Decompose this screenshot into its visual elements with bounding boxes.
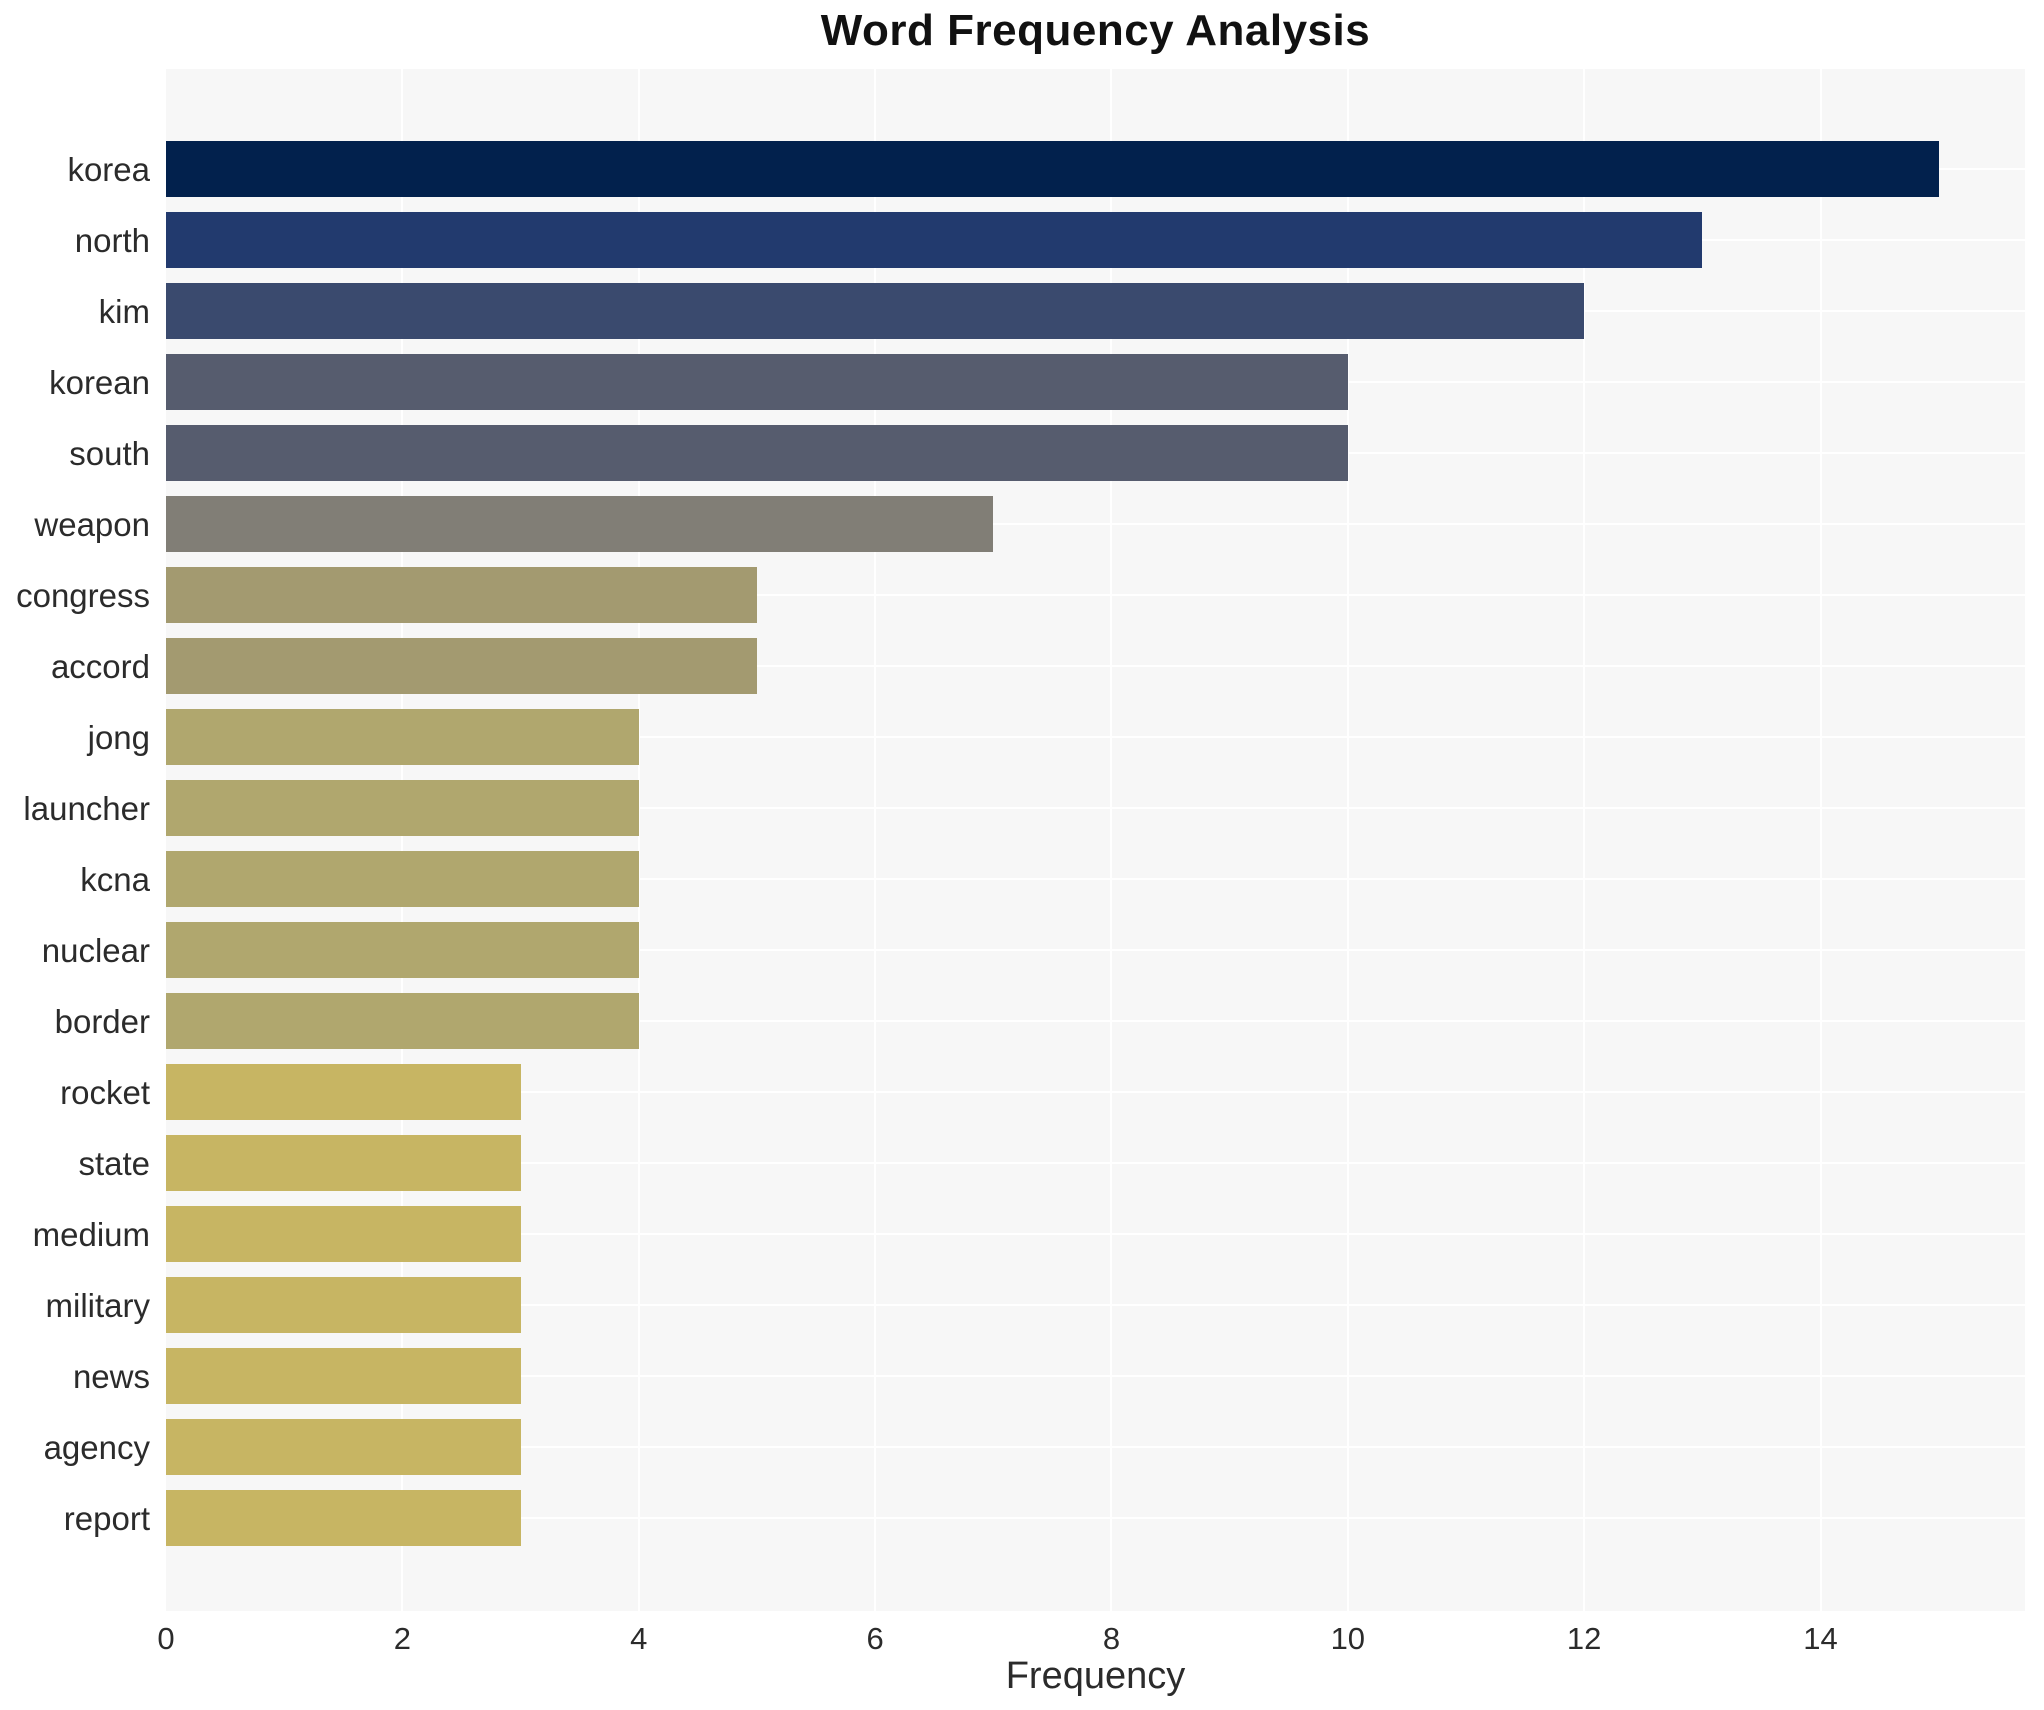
gridline-horizontal bbox=[166, 1446, 2025, 1448]
gridline-horizontal bbox=[166, 1233, 2025, 1235]
gridline-horizontal bbox=[166, 949, 2025, 951]
y-tick-label-state: state bbox=[78, 1145, 150, 1182]
x-tick-label-14: 14 bbox=[1803, 1621, 1838, 1656]
gridline-vertical bbox=[1110, 69, 1113, 1611]
gridline-horizontal bbox=[166, 1517, 2025, 1519]
y-tick-label-weapon: weapon bbox=[34, 506, 150, 543]
bar-rocket bbox=[166, 1064, 521, 1120]
bar-military bbox=[166, 1277, 521, 1333]
bar-weapon bbox=[166, 496, 994, 552]
y-tick-label-nuclear: nuclear bbox=[41, 932, 150, 969]
gridline-horizontal bbox=[166, 736, 2025, 738]
y-tick-label-border: border bbox=[54, 1003, 150, 1040]
x-tick-label-8: 8 bbox=[1102, 1621, 1121, 1656]
y-tick-label-north: north bbox=[74, 222, 150, 259]
gridline-vertical bbox=[1583, 69, 1586, 1611]
gridline-vertical bbox=[1819, 69, 1822, 1611]
y-tick-label-medium: medium bbox=[32, 1216, 150, 1253]
x-tick-label-2: 2 bbox=[393, 1621, 411, 1656]
x-tick-label-0: 0 bbox=[157, 1621, 175, 1656]
bar-medium bbox=[166, 1206, 521, 1262]
y-tick-label-launcher: launcher bbox=[23, 790, 150, 827]
y-tick-label-agency: agency bbox=[43, 1429, 150, 1466]
gridline-horizontal bbox=[166, 1091, 2025, 1093]
x-axis-label: Frequency bbox=[1005, 1655, 1186, 1697]
y-tick-label-accord: accord bbox=[50, 648, 150, 685]
gridline-vertical bbox=[874, 69, 877, 1611]
gridline-horizontal bbox=[166, 878, 2025, 880]
gridline-horizontal bbox=[166, 1375, 2025, 1377]
gridline-vertical bbox=[401, 69, 404, 1611]
x-tick-label-4: 4 bbox=[630, 1621, 648, 1656]
plot-area bbox=[166, 69, 2025, 1611]
y-tick-label-kim: kim bbox=[98, 293, 150, 330]
gridline-vertical bbox=[637, 69, 640, 1611]
gridline-horizontal bbox=[166, 594, 2025, 596]
chart-title: Word Frequency Analysis bbox=[820, 6, 1371, 55]
y-tick-label-congress: congress bbox=[16, 577, 150, 614]
gridline-horizontal bbox=[166, 807, 2025, 809]
x-tick-label-6: 6 bbox=[866, 1621, 884, 1656]
bar-state bbox=[166, 1135, 521, 1191]
bar-kcna bbox=[166, 851, 639, 907]
bar-report bbox=[166, 1490, 521, 1546]
bar-agency bbox=[166, 1419, 521, 1475]
bar-north bbox=[166, 212, 1703, 268]
bar-congress bbox=[166, 567, 757, 623]
y-tick-label-military: military bbox=[45, 1287, 151, 1324]
bar-kim bbox=[166, 283, 1585, 339]
gridline-horizontal bbox=[166, 1162, 2025, 1164]
y-tick-label-kcna: kcna bbox=[80, 861, 150, 898]
x-tick-label-10: 10 bbox=[1330, 1621, 1366, 1656]
bar-nuclear bbox=[166, 922, 639, 978]
bar-news bbox=[166, 1348, 521, 1404]
y-tick-label-news: news bbox=[72, 1358, 150, 1395]
bar-border bbox=[166, 993, 639, 1049]
bar-south bbox=[166, 425, 1348, 481]
bar-korean bbox=[166, 354, 1348, 410]
bar-korea bbox=[166, 141, 1939, 197]
y-tick-label-korea: korea bbox=[67, 151, 150, 188]
gridline-horizontal bbox=[166, 523, 2025, 525]
bar-jong bbox=[166, 709, 639, 765]
y-tick-label-rocket: rocket bbox=[60, 1074, 150, 1111]
gridline-horizontal bbox=[166, 1020, 2025, 1022]
x-tick-label-12: 12 bbox=[1566, 1621, 1602, 1656]
gridline-horizontal bbox=[166, 665, 2025, 667]
bar-accord bbox=[166, 638, 757, 694]
gridline-vertical bbox=[1346, 69, 1349, 1611]
y-tick-label-report: report bbox=[63, 1500, 150, 1537]
y-tick-label-korean: korean bbox=[49, 364, 150, 401]
y-tick-label-jong: jong bbox=[87, 719, 150, 756]
y-tick-label-south: south bbox=[69, 435, 150, 472]
bar-launcher bbox=[166, 780, 639, 836]
gridline-horizontal bbox=[166, 1304, 2025, 1306]
